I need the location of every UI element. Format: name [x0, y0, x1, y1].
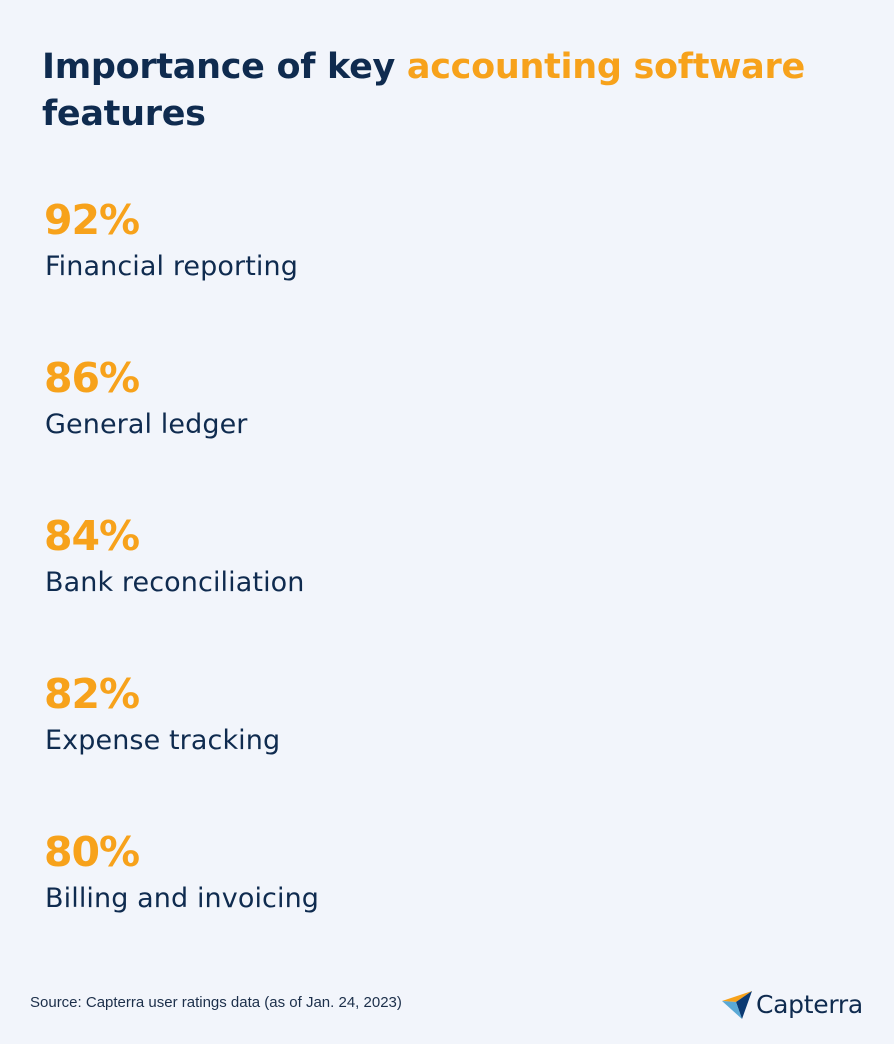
- bar-track: [150, 353, 840, 403]
- title-part1: Importance of key: [42, 47, 407, 87]
- value-label: 82%: [44, 670, 140, 718]
- category-label: Financial reporting: [45, 251, 298, 282]
- value-label: 92%: [44, 196, 140, 244]
- bar-row: 84% Bank reconciliation: [0, 511, 894, 621]
- category-label: Expense tracking: [45, 725, 281, 756]
- bar-row: 80% Billing and invoicing: [0, 827, 894, 937]
- title-part2: features: [42, 94, 206, 134]
- value-label: 84%: [44, 512, 140, 560]
- title-highlight: accounting software: [406, 47, 805, 87]
- category-label: General ledger: [45, 409, 248, 440]
- bar-track: [150, 195, 840, 245]
- value-label: 86%: [44, 354, 140, 402]
- bar-row: 86% General ledger: [0, 353, 894, 463]
- category-label: Bank reconciliation: [45, 567, 305, 598]
- source-note: Source: Capterra user ratings data (as o…: [30, 994, 402, 1011]
- logo-text: Capterra: [756, 989, 863, 1019]
- bar-row: 92% Financial reporting: [0, 195, 894, 305]
- bar-track: [150, 827, 840, 877]
- capterra-logo[interactable]: Capterra: [722, 986, 863, 1022]
- bar-track: [150, 669, 840, 719]
- bar-row: 82% Expense tracking: [0, 669, 894, 779]
- chart-title: Importance of key accounting software fea…: [42, 44, 862, 138]
- value-label: 80%: [44, 828, 140, 876]
- bar-track: [150, 511, 840, 561]
- category-label: Billing and invoicing: [45, 883, 320, 914]
- capterra-arrow-icon: [722, 991, 752, 1019]
